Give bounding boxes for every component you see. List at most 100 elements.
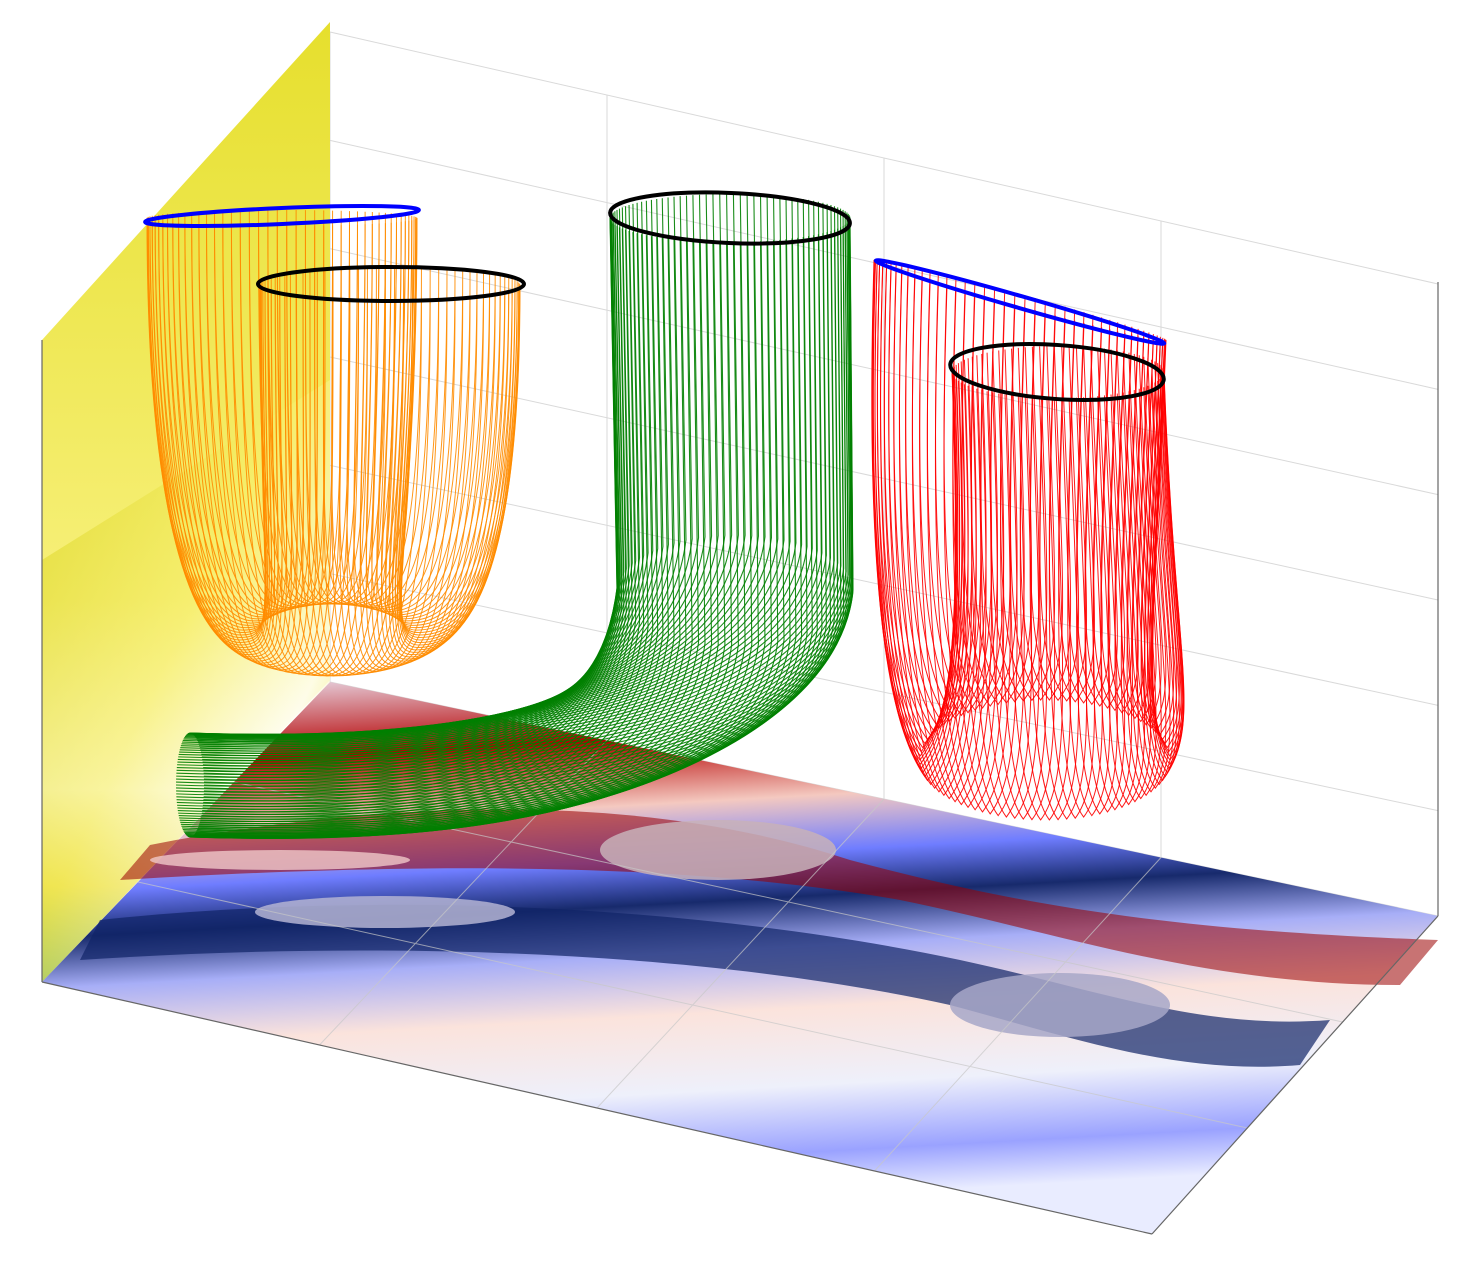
orange-tube-line <box>158 214 276 626</box>
red-tube-line <box>1107 322 1146 717</box>
orange-tube-line <box>353 211 464 611</box>
red-tube-line <box>1100 329 1139 809</box>
grid-line <box>137 881 1248 1129</box>
red-tube-line <box>980 284 1040 703</box>
green-tube <box>175 190 854 839</box>
orange-tube-line <box>167 213 283 622</box>
floor-patch <box>150 850 410 870</box>
orange-tube-line <box>399 216 520 636</box>
green-tube-line <box>178 230 637 816</box>
orange-tube-line <box>191 212 304 614</box>
orange-tube-line <box>394 215 513 629</box>
green-tube-line <box>197 198 803 744</box>
orange-tube-line <box>371 223 485 666</box>
orange-tube-line <box>198 211 311 613</box>
red-tube-line <box>1131 337 1167 793</box>
green-tube-line <box>176 211 623 773</box>
red-tube-line <box>1009 292 1064 701</box>
green-tube-line <box>184 240 693 836</box>
orange-tube-line <box>206 224 318 671</box>
red-tube-line <box>872 259 957 753</box>
red-tube-line <box>952 287 1018 815</box>
green-tube-line <box>203 209 847 770</box>
grid-line <box>874 857 1162 1172</box>
green-tube-line <box>199 200 818 750</box>
orange-tube-line <box>239 225 351 675</box>
orange-tube-line <box>385 213 501 622</box>
orange-tube-line <box>267 210 377 605</box>
green-tube-line <box>203 216 854 784</box>
red-tube-line <box>952 277 1018 707</box>
green-tube-cap-black <box>608 190 852 246</box>
red-tube-line <box>893 269 973 793</box>
red-tube-line <box>970 281 1033 704</box>
red-tube-line <box>1058 318 1103 818</box>
red-tube-line <box>1149 337 1182 749</box>
green-tube-line <box>199 199 813 748</box>
green-tube-line <box>202 208 845 767</box>
green-tube-line <box>180 235 654 825</box>
green-tube-line <box>195 195 779 739</box>
red-tube-line <box>1058 306 1103 704</box>
green-tube-line <box>181 236 664 829</box>
orange-tube-line <box>154 215 273 629</box>
green-tube-line <box>201 230 835 815</box>
orange-tube-line <box>151 215 270 631</box>
green-tube-line <box>177 229 633 813</box>
orange-tube-line <box>398 216 518 634</box>
green-tube-line <box>203 213 852 778</box>
red-tube-cap-blue <box>873 258 1167 346</box>
red-tube-line <box>926 270 998 714</box>
green-tube-line <box>192 194 759 736</box>
green-tube-line <box>177 228 630 810</box>
orange-tube-line <box>286 225 396 677</box>
red-tube-line <box>1126 335 1162 797</box>
red-tube-line <box>911 275 987 803</box>
orange-tube-line <box>162 214 279 624</box>
green-tube-line <box>176 223 621 799</box>
orange-tube-line <box>214 211 326 610</box>
green-tube-line <box>202 206 839 762</box>
red-tube-line <box>1151 339 1185 757</box>
orange-tube-line <box>396 215 516 631</box>
red-tube-line <box>893 262 973 730</box>
green-tube-line <box>203 211 849 773</box>
orange-tube-cap-black <box>256 265 526 303</box>
green-tube-line <box>197 197 797 743</box>
red-tube-line <box>943 274 1011 709</box>
red-tube-cap-black <box>948 342 1166 402</box>
green-tube-line <box>187 241 713 838</box>
red-tube-line <box>1150 338 1184 753</box>
red-tube-line <box>883 261 966 737</box>
grid-line <box>329 31 1439 285</box>
orange-tube-line <box>276 210 386 605</box>
green-tube-line <box>201 203 832 757</box>
green-tube-line <box>200 233 827 820</box>
red-tube-line <box>898 271 977 797</box>
green-tube-line <box>191 194 753 736</box>
red-tube-line <box>990 287 1048 702</box>
orange-tube-line <box>359 224 471 669</box>
orange-tube-line <box>365 212 478 614</box>
red-tube-line <box>1107 331 1146 806</box>
green-tube-line <box>201 205 835 759</box>
orange-tube-line <box>388 214 506 624</box>
red-tube-line <box>1000 289 1056 702</box>
red-tube-line <box>934 272 1005 712</box>
green-tube-line <box>202 228 842 810</box>
green-tube-line <box>186 241 706 838</box>
red-tube-line <box>1147 336 1180 745</box>
green-tube-line <box>200 202 827 754</box>
green-tube-line <box>177 206 633 762</box>
green-tube-line <box>187 241 719 839</box>
red-tube-line <box>871 259 957 757</box>
orange-tube-line <box>147 216 267 636</box>
green-tube-line <box>200 201 823 752</box>
orange-tube-line <box>371 212 485 616</box>
red-tube-line <box>888 261 969 733</box>
orange-tube-line <box>230 225 342 674</box>
red-tube-line <box>1092 317 1133 712</box>
green-tube-line <box>193 194 766 737</box>
floor-patch <box>950 973 1170 1037</box>
green-tube-line <box>194 195 773 738</box>
